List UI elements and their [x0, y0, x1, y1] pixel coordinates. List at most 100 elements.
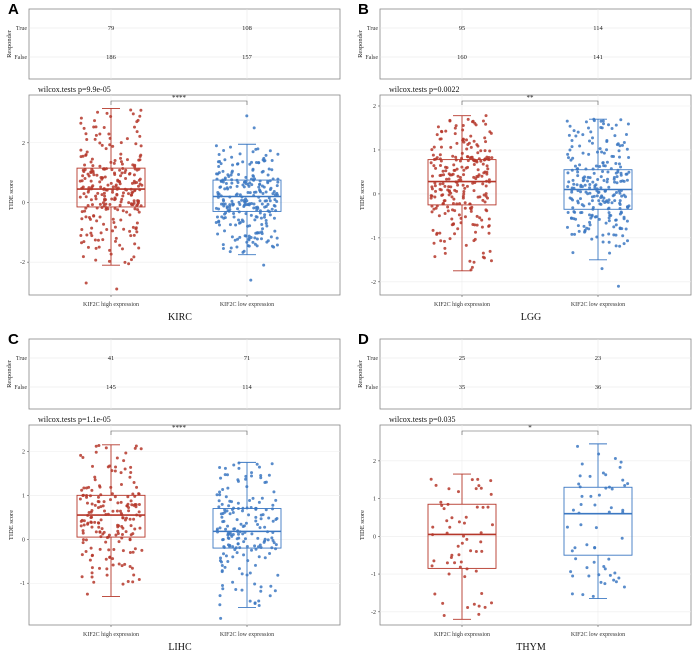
responder-row-label-false: False [365, 55, 378, 61]
wilcox-test-label: wilcox.tests p=1.1e-05 [38, 415, 111, 424]
data-point [226, 486, 230, 490]
data-point [223, 187, 227, 191]
data-point [438, 231, 442, 235]
data-point [571, 198, 575, 202]
data-point [124, 177, 128, 181]
data-point [597, 217, 601, 221]
data-point [243, 530, 247, 534]
data-point [223, 212, 227, 216]
data-point [252, 206, 256, 210]
data-point [79, 524, 83, 528]
data-point [590, 237, 594, 241]
data-point [263, 556, 267, 560]
data-point [87, 174, 91, 178]
responder-count: 114 [242, 384, 252, 391]
data-point [103, 194, 107, 198]
data-point [240, 198, 244, 202]
data-point [483, 605, 487, 609]
data-point [104, 540, 108, 544]
data-point [250, 471, 254, 475]
data-point [226, 173, 230, 177]
data-point [618, 202, 622, 206]
data-point [274, 547, 278, 551]
significance-bracket [461, 100, 599, 105]
data-point [266, 239, 270, 243]
data-point [462, 189, 466, 193]
data-point [481, 182, 485, 186]
data-point [625, 172, 629, 176]
data-point [477, 157, 481, 161]
data-point [447, 487, 451, 491]
data-point [131, 225, 135, 229]
data-point [445, 561, 449, 565]
data-point [255, 205, 259, 209]
data-point [268, 551, 272, 555]
data-point [447, 172, 451, 176]
data-point [451, 202, 455, 206]
data-point [250, 532, 254, 536]
data-point [108, 136, 112, 140]
data-point [258, 179, 262, 183]
data-point [481, 198, 485, 202]
data-point [258, 211, 262, 215]
data-point [432, 157, 436, 161]
data-point [104, 147, 108, 151]
data-point [114, 239, 117, 243]
data-point [235, 162, 239, 166]
data-point [84, 281, 88, 285]
data-point [452, 163, 456, 167]
data-point [439, 239, 443, 243]
data-point [224, 554, 228, 558]
data-point [225, 206, 229, 210]
data-point [91, 164, 95, 168]
data-point [220, 515, 224, 519]
data-point [441, 202, 445, 206]
data-point [129, 499, 133, 503]
data-point [231, 545, 235, 549]
data-point [608, 573, 612, 577]
data-point [434, 483, 438, 487]
data-point [270, 244, 274, 248]
data-point [581, 151, 585, 155]
data-point [257, 465, 261, 469]
data-point [275, 184, 279, 188]
data-point [275, 243, 279, 247]
data-point [100, 205, 104, 209]
data-point [439, 173, 443, 177]
data-point [450, 516, 454, 520]
x-category-label: KIF2C low expression [220, 302, 274, 308]
data-point [126, 495, 130, 499]
data-point [218, 603, 222, 607]
data-point [131, 112, 135, 116]
data-point [93, 238, 97, 242]
data-point [604, 486, 608, 490]
data-point [252, 202, 256, 206]
data-point [221, 198, 225, 202]
data-point [120, 536, 124, 540]
data-point [267, 196, 271, 200]
data-point [84, 206, 88, 210]
data-point [236, 501, 240, 505]
data-point [81, 255, 85, 259]
data-point [107, 548, 111, 552]
data-point [620, 143, 624, 147]
data-point [442, 173, 446, 177]
data-point [119, 152, 123, 156]
data-point [438, 153, 442, 157]
data-point [432, 164, 436, 168]
data-point [592, 560, 596, 564]
data-point [470, 478, 474, 482]
data-point [257, 555, 261, 559]
data-point [595, 194, 599, 198]
data-point [243, 537, 247, 541]
data-point [107, 132, 111, 136]
data-point [596, 190, 600, 194]
data-point [589, 130, 593, 134]
data-point [262, 215, 266, 219]
data-point [98, 530, 102, 534]
data-point [482, 171, 486, 175]
box-high-expression [76, 443, 146, 597]
data-point [248, 224, 252, 228]
data-point [577, 511, 581, 515]
data-point [565, 225, 569, 229]
